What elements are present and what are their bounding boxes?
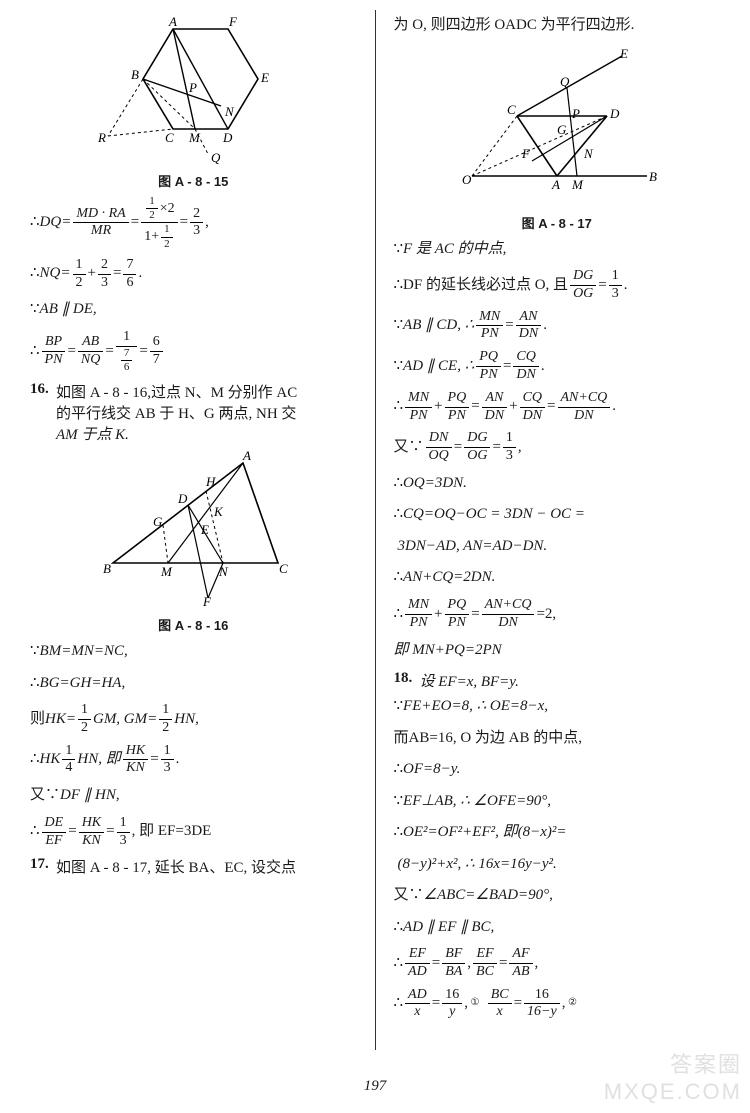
svg-text:K: K bbox=[213, 504, 224, 519]
watermark-text: 答案圈 bbox=[670, 1047, 742, 1079]
problem-16: 16. 如图 A - 8 - 16,过点 N、M 分别作 AC 的平行线交 AB… bbox=[30, 381, 357, 444]
svg-text:C: C bbox=[165, 130, 174, 145]
svg-text:B: B bbox=[649, 169, 657, 184]
svg-text:M: M bbox=[571, 177, 584, 192]
svg-text:D: D bbox=[609, 106, 620, 121]
line-nq: ∴ NQ= 12 + 23 = 76 . bbox=[30, 257, 357, 292]
page-number: 197 bbox=[364, 1078, 387, 1095]
line-ab-de: ∵ AB ∥ DE, bbox=[30, 297, 357, 323]
svg-text:E: E bbox=[200, 522, 209, 537]
line-dq: ∴ DQ= MD · RAMR = 12×2 1+12 = 23 , bbox=[30, 195, 357, 251]
page: A F B E P N R C M D Q 图 A - 8 - 15 ∴ DQ= bbox=[0, 0, 750, 1113]
svg-text:C: C bbox=[279, 561, 288, 576]
svg-text:O: O bbox=[462, 172, 472, 187]
svg-text:Q: Q bbox=[560, 74, 570, 89]
line-bp-pn: ∴ BPPN = ABNQ = 176 = 67 bbox=[30, 329, 357, 374]
hexagon-diagram: A F B E P N R C M D Q bbox=[93, 14, 293, 164]
svg-text:E: E bbox=[619, 46, 628, 61]
figure-a816-caption: 图 A - 8 - 16 bbox=[30, 615, 357, 634]
figure-a817: E Q C D P G F N O A M B 图 A - 8 - 17 bbox=[394, 46, 721, 232]
column-divider bbox=[375, 10, 376, 1050]
figure-a815: A F B E P N R C M D Q 图 A - 8 - 15 bbox=[30, 14, 357, 190]
svg-text:D: D bbox=[177, 491, 188, 506]
two-columns: A F B E P N R C M D Q 图 A - 8 - 15 ∴ DQ= bbox=[30, 10, 720, 1050]
svg-text:A: A bbox=[168, 14, 177, 29]
triangle-diagram: A H D K G E B M N C F bbox=[93, 448, 293, 608]
svg-text:C: C bbox=[507, 102, 516, 117]
left-column: A F B E P N R C M D Q 图 A - 8 - 15 ∴ DQ= bbox=[30, 10, 357, 1050]
svg-text:R: R bbox=[97, 130, 106, 145]
figure-a817-caption: 图 A - 8 - 17 bbox=[394, 213, 721, 232]
svg-text:P: P bbox=[188, 80, 197, 95]
svg-text:N: N bbox=[224, 104, 235, 119]
problem-17: 17. 如图 A - 8 - 17, 延长 BA、EC, 设交点 bbox=[30, 856, 357, 877]
parallelogram-diagram: E Q C D P G F N O A M B bbox=[452, 46, 662, 206]
svg-text:B: B bbox=[131, 67, 139, 82]
svg-text:G: G bbox=[153, 514, 163, 529]
svg-text:F: F bbox=[521, 146, 531, 161]
svg-text:A: A bbox=[551, 177, 560, 192]
svg-text:G: G bbox=[557, 122, 567, 137]
svg-text:E: E bbox=[260, 70, 269, 85]
svg-text:A: A bbox=[242, 448, 251, 463]
figure-a816: A H D K G E B M N C F 图 A - 8 - 16 bbox=[30, 448, 357, 634]
svg-text:N: N bbox=[583, 146, 594, 161]
problem-18: 18. 设 EF=x, BF=y. bbox=[394, 670, 721, 691]
right-column: 为 O, 则四边形 OADC 为平行四边形. E Q C bbox=[394, 10, 721, 1050]
svg-text:Q: Q bbox=[211, 150, 221, 164]
svg-text:D: D bbox=[222, 130, 233, 145]
svg-text:M: M bbox=[160, 564, 173, 579]
continuation-17: 为 O, 则四边形 OADC 为平行四边形. bbox=[394, 13, 721, 39]
svg-text:F: F bbox=[228, 14, 238, 29]
svg-text:M: M bbox=[188, 130, 201, 145]
figure-a815-caption: 图 A - 8 - 15 bbox=[30, 171, 357, 190]
watermark-url: MXQE.COM bbox=[604, 1079, 742, 1105]
svg-text:N: N bbox=[218, 564, 229, 579]
svg-text:P: P bbox=[571, 106, 580, 121]
svg-text:H: H bbox=[205, 474, 216, 489]
svg-text:F: F bbox=[202, 594, 212, 608]
svg-text:B: B bbox=[103, 561, 111, 576]
